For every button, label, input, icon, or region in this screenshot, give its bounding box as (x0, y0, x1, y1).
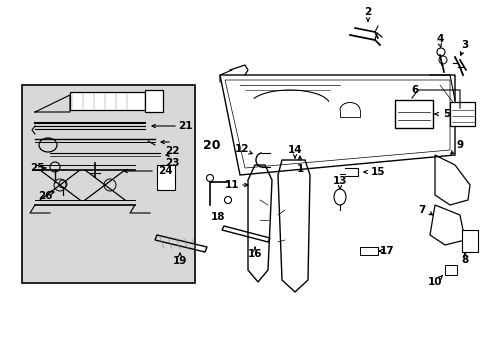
Text: 5: 5 (443, 109, 450, 119)
Bar (461, 230, 477, 252)
Text: 25: 25 (30, 163, 44, 173)
Bar (449, 102, 474, 126)
Text: 24: 24 (157, 166, 172, 176)
Text: 26: 26 (38, 191, 52, 201)
Bar (359, 247, 377, 255)
Text: 13: 13 (332, 176, 346, 186)
Text: 6: 6 (410, 85, 418, 95)
Bar (157, 165, 175, 190)
Text: 20: 20 (203, 139, 220, 152)
Bar (394, 100, 432, 128)
Text: 4: 4 (435, 34, 443, 44)
Text: 3: 3 (461, 40, 468, 50)
Text: 8: 8 (461, 255, 468, 265)
Text: 18: 18 (210, 212, 225, 222)
Text: 7: 7 (417, 205, 425, 215)
Text: 17: 17 (379, 246, 393, 256)
Text: 1: 1 (296, 164, 303, 174)
Text: 2: 2 (364, 7, 371, 17)
Text: 22: 22 (164, 146, 179, 156)
Text: 19: 19 (172, 256, 187, 266)
Text: 14: 14 (287, 145, 302, 155)
Text: 10: 10 (427, 277, 441, 287)
Text: 15: 15 (370, 167, 385, 177)
Polygon shape (22, 85, 195, 283)
Text: 11: 11 (224, 180, 239, 190)
Bar (444, 265, 456, 275)
Text: 21: 21 (177, 121, 192, 131)
Bar (70, 92, 145, 110)
Text: 16: 16 (247, 249, 262, 259)
Text: 12: 12 (234, 144, 249, 154)
Text: 23: 23 (164, 158, 179, 168)
Text: 9: 9 (455, 140, 463, 150)
Bar (145, 90, 163, 112)
